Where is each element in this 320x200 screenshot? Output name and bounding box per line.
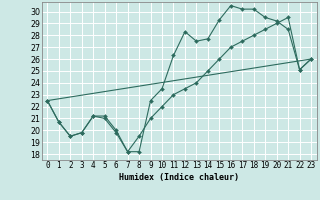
- X-axis label: Humidex (Indice chaleur): Humidex (Indice chaleur): [119, 173, 239, 182]
